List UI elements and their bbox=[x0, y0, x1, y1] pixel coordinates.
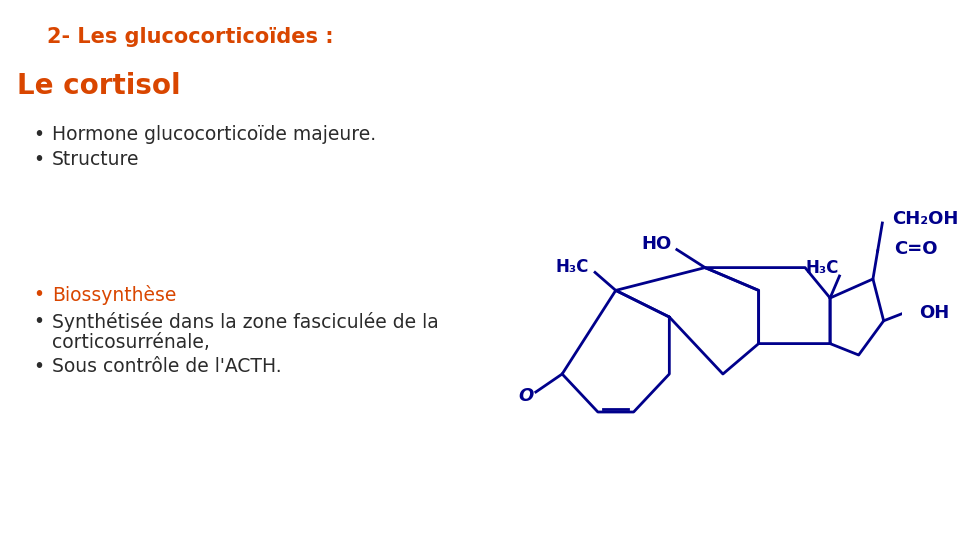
Text: CH₂OH: CH₂OH bbox=[892, 210, 958, 228]
Text: •: • bbox=[33, 125, 44, 144]
Text: Le cortisol: Le cortisol bbox=[17, 72, 180, 100]
Text: Sous contrôle de l'ACTH.: Sous contrôle de l'ACTH. bbox=[52, 357, 281, 376]
Text: 2- Les glucocorticoïdes :: 2- Les glucocorticoïdes : bbox=[47, 27, 334, 47]
Text: C=O: C=O bbox=[895, 240, 938, 258]
Text: •: • bbox=[33, 285, 44, 304]
Text: Structure: Structure bbox=[52, 150, 139, 169]
Text: Biossynthèse: Biossynthèse bbox=[52, 285, 176, 305]
Text: HO: HO bbox=[641, 234, 671, 253]
Text: •: • bbox=[33, 150, 44, 169]
Text: •: • bbox=[33, 357, 44, 376]
Text: H₃C: H₃C bbox=[556, 259, 589, 276]
Text: Hormone glucocorticoïde majeure.: Hormone glucocorticoïde majeure. bbox=[52, 125, 375, 144]
Text: Synthétisée dans la zone fasciculée de la: Synthétisée dans la zone fasciculée de l… bbox=[52, 312, 439, 332]
Text: corticosurrénale,: corticosurrénale, bbox=[52, 333, 209, 352]
Text: •: • bbox=[33, 312, 44, 331]
Text: O: O bbox=[518, 387, 534, 405]
Text: H₃C: H₃C bbox=[805, 259, 839, 277]
Text: OH: OH bbox=[920, 304, 949, 322]
